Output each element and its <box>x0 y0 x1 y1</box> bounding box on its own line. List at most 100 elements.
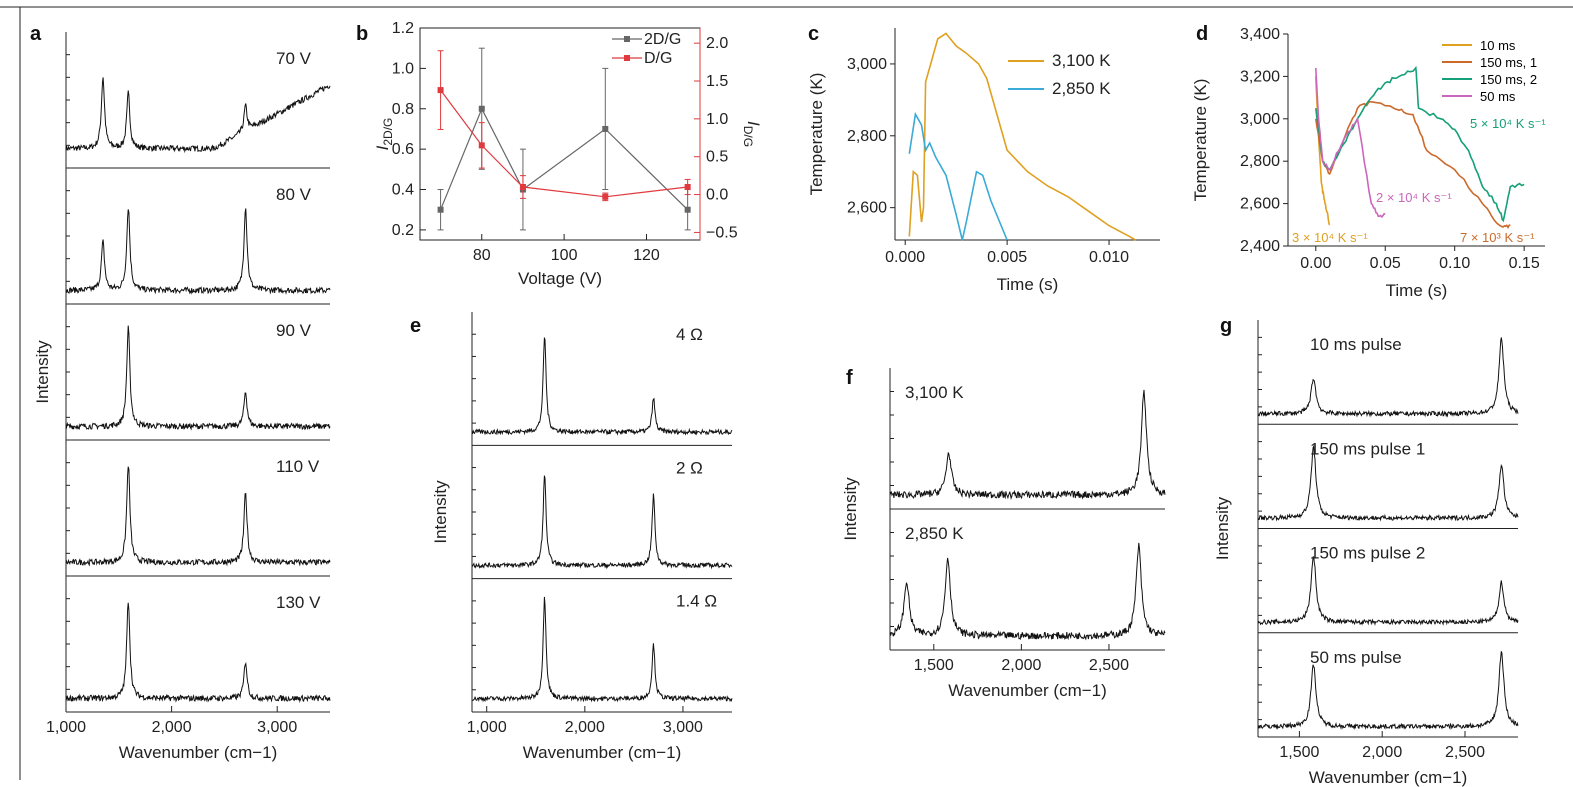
y-tick-label: 1.0 <box>392 60 414 77</box>
panel-c: c 0.000 0.005 0.010 2,600 2,800 3,000 Time (s) T… <box>807 23 1160 294</box>
y-tick-label: 2,600 <box>847 200 887 217</box>
x-axis-label: Wavenumber (cm−1) <box>1309 768 1468 787</box>
panel-e: e 4 Ω 2 Ω 1.4 Ω 1,000 2,000 3,000 Wavenumber (c… <box>410 312 733 762</box>
spectrum-line <box>1257 337 1519 418</box>
y-axis-label-right: ID/G <box>741 121 763 147</box>
panel-label-g: g <box>1220 315 1232 337</box>
rate-annotation: 2 × 10⁴ K s⁻¹ <box>1376 190 1452 205</box>
trace-label: 150 ms pulse 1 <box>1310 439 1425 458</box>
panel-label-e: e <box>410 315 421 337</box>
y-tick-label: 0.6 <box>392 141 414 158</box>
x-axis-label: Time (s) <box>1386 281 1448 300</box>
panel-label-a: a <box>30 23 42 45</box>
spectrum-line <box>65 77 331 154</box>
spectrum-line <box>889 389 1166 501</box>
x-tick-label: 0.10 <box>1439 255 1470 272</box>
y-tick-label: 3,400 <box>1240 26 1280 43</box>
x-tick-label: 2,000 <box>565 719 605 736</box>
trace-label: 50 ms pulse <box>1310 648 1402 667</box>
y-tick-label-right: 1.0 <box>706 111 728 128</box>
x-axis-label: Voltage (V) <box>518 269 602 288</box>
x-tick-label: 0.00 <box>1300 255 1331 272</box>
legend-marker <box>624 36 630 42</box>
x-tick-label: 80 <box>473 247 491 264</box>
y-tick-label: 3,000 <box>847 56 887 73</box>
spectrum-line <box>65 325 331 431</box>
x-tick-label: 0.05 <box>1370 255 1401 272</box>
x-axis-label: Time (s) <box>997 275 1059 294</box>
series-line-2D/G <box>440 107 689 211</box>
spectrum-line <box>1257 444 1519 522</box>
panel-label-d: d <box>1196 23 1208 45</box>
x-tick-label: 0.000 <box>885 249 925 266</box>
data-point <box>602 193 609 200</box>
legend-label: 10 ms <box>1480 38 1516 53</box>
y-tick-label-right: 1.5 <box>706 73 728 90</box>
y-tick-label-right: 2.0 <box>706 35 728 52</box>
y-axis-label: Temperature (K) <box>807 73 826 196</box>
series-line-D/G <box>440 89 688 198</box>
series-line-50 ms <box>1315 67 1386 219</box>
x-tick-label: 2,000 <box>1362 744 1402 761</box>
trace-label: 2,850 K <box>905 524 964 543</box>
x-tick-label: 3,000 <box>257 719 297 736</box>
spectrum-line <box>1257 556 1519 626</box>
y-tick-label: 2,600 <box>1240 196 1280 213</box>
legend-marker <box>624 55 630 61</box>
panel-label-c: c <box>808 23 819 45</box>
trace-label: 4 Ω <box>676 325 703 344</box>
y-tick-label-right: 0.5 <box>706 149 728 166</box>
x-tick-label: 2,000 <box>152 719 192 736</box>
x-tick-label: 1,500 <box>914 657 954 674</box>
y-tick-label: 0.2 <box>392 222 414 239</box>
trace-label: 150 ms pulse 2 <box>1310 544 1425 563</box>
x-tick-label: 1,000 <box>467 719 507 736</box>
y-tick-label: 2,800 <box>847 128 887 145</box>
rate-annotation: 7 × 10³ K s⁻¹ <box>1460 230 1535 245</box>
spectrum-line <box>471 475 733 570</box>
x-tick-label: 0.005 <box>987 249 1027 266</box>
trace-label: 80 V <box>276 185 312 204</box>
x-axis-label: Wavenumber (cm−1) <box>948 681 1107 700</box>
panel-b: b 80 100 120 0.2 0.4 0.6 0.8 1.0 1.2 −0.5 0.0 0.5 1.0… <box>356 20 763 288</box>
spectrum-line <box>471 337 733 436</box>
legend-label: 2D/G <box>644 31 681 48</box>
data-point <box>478 142 485 149</box>
panel-g: g 10 ms pulse 150 ms pulse 1 150 ms pulse 2… <box>1213 315 1519 787</box>
rate-annotation: 3 × 10⁴ K s⁻¹ <box>1292 230 1368 245</box>
trace-label: 130 V <box>276 593 321 612</box>
panel-d: d 0.00 0.05 0.10 0.15 2,400 2,600 2,800 3,000 3,2… <box>1191 23 1546 300</box>
legend-label: 50 ms <box>1480 89 1516 104</box>
trace-label: 2 Ω <box>676 458 703 477</box>
panel-label-f: f <box>846 367 853 389</box>
data-point <box>437 206 444 213</box>
x-tick-label: 0.010 <box>1089 249 1129 266</box>
x-axis-label: Wavenumber (cm−1) <box>119 743 278 762</box>
x-tick-label: 1,500 <box>1279 744 1319 761</box>
panel-label-b: b <box>356 23 368 45</box>
data-point <box>437 87 444 94</box>
legend-label: 3,100 K <box>1052 51 1111 70</box>
x-tick-label: 2,500 <box>1445 744 1485 761</box>
legend-label: 150 ms, 1 <box>1480 55 1537 70</box>
y-tick-label: 3,200 <box>1240 68 1280 85</box>
trace-label: 1.4 Ω <box>676 592 717 611</box>
x-tick-label: 100 <box>551 247 578 264</box>
trace-label: 3,100 K <box>905 383 964 402</box>
data-point <box>602 125 609 132</box>
trace-label: 10 ms pulse <box>1310 335 1402 354</box>
y-axis-label-left: I2D/G <box>373 118 395 151</box>
y-tick-label: 0.4 <box>392 182 414 199</box>
spectrum-line <box>889 542 1166 641</box>
x-axis-label: Wavenumber (cm−1) <box>523 743 682 762</box>
y-tick-label-right: 0.0 <box>706 187 728 204</box>
y-tick-label: 3,000 <box>1240 111 1280 128</box>
spectrum-line <box>65 602 331 704</box>
legend-label: 150 ms, 2 <box>1480 72 1537 87</box>
trace-label: 90 V <box>276 321 312 340</box>
series-line-2,850 K <box>908 111 1008 241</box>
series-line-150 ms, 1 <box>1315 101 1511 230</box>
y-axis-label: Intensity <box>431 480 450 544</box>
y-tick-label: 2,400 <box>1240 238 1280 255</box>
